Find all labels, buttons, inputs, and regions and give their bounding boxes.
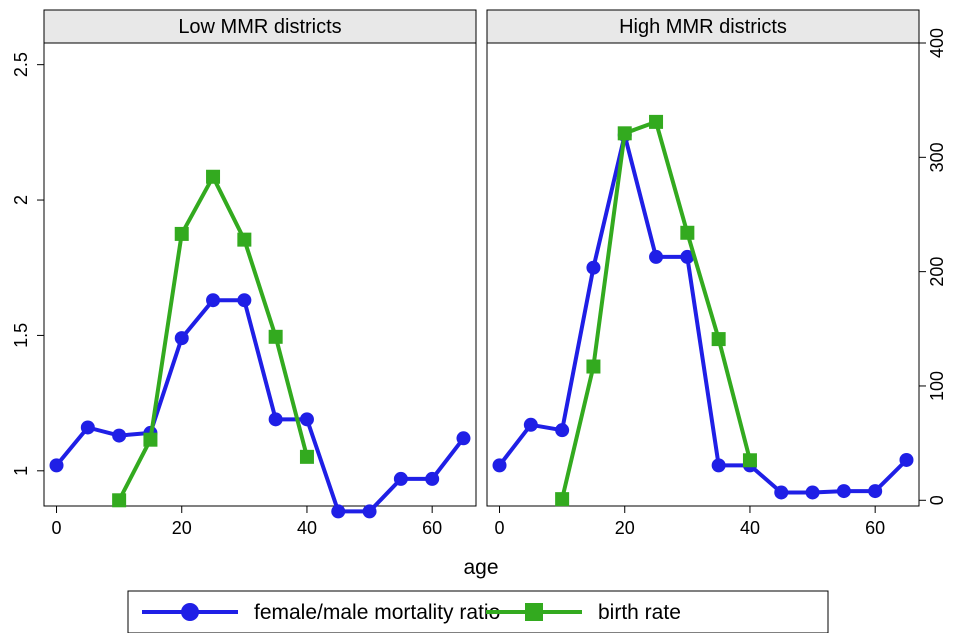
- series-mortality-ratio: [49, 293, 471, 519]
- data-point: [680, 249, 695, 264]
- left-y-tick-label: 2.5: [11, 52, 31, 77]
- left-y-tick-label: 1: [11, 466, 31, 476]
- data-point: [586, 260, 601, 275]
- panel-strip: [486, 9, 920, 44]
- left-y-tick-label: 2: [11, 195, 31, 205]
- legend-marker: [181, 603, 199, 621]
- x-tick-label: 0: [495, 518, 505, 538]
- data-point: [899, 452, 914, 467]
- data-point: [523, 417, 538, 432]
- panel-2: High MMR districts 0 20 40 60: [486, 9, 920, 538]
- x-tick-label: 0: [52, 518, 62, 538]
- data-point: [805, 485, 820, 500]
- x-tick-label: 60: [422, 518, 442, 538]
- data-point: [774, 485, 789, 500]
- panel-strip: [43, 9, 477, 44]
- left-y-tick-label: 1.5: [11, 323, 31, 348]
- x-tick-label: 40: [297, 518, 317, 538]
- data-point: [299, 412, 314, 427]
- data-point: [268, 329, 283, 344]
- right-y-tick-label: 300: [927, 142, 947, 172]
- plot-area: [43, 42, 477, 507]
- right-y-tick-label: 400: [927, 28, 947, 58]
- data-point: [555, 423, 570, 438]
- data-point: [456, 431, 471, 446]
- data-point: [112, 493, 127, 508]
- data-point: [836, 484, 851, 499]
- data-point: [143, 432, 158, 447]
- data-point: [112, 428, 127, 443]
- legend-marker: [525, 603, 543, 621]
- data-point: [80, 420, 95, 435]
- legend-entry: birth rate: [486, 601, 681, 624]
- panel-title: Low MMR districts: [178, 16, 341, 38]
- legend-label: female/male mortality ratio: [254, 601, 500, 624]
- data-point: [299, 449, 314, 464]
- legend: female/male mortality ratio birth rate: [127, 590, 829, 633]
- data-point: [649, 114, 664, 129]
- data-point: [649, 249, 664, 264]
- data-point: [425, 471, 440, 486]
- data-point: [680, 225, 695, 240]
- legend-entry: female/male mortality ratio: [142, 601, 500, 624]
- series-birth-rate: [555, 114, 757, 507]
- data-point: [174, 226, 189, 241]
- data-point: [268, 412, 283, 427]
- data-point: [49, 458, 64, 473]
- data-point: [237, 232, 252, 247]
- data-point: [362, 504, 377, 519]
- plot-area: [486, 42, 920, 507]
- data-point: [868, 484, 883, 499]
- x-tick-label: 40: [740, 518, 760, 538]
- x-tick-label: 20: [615, 518, 635, 538]
- x-axis-title: age: [463, 556, 498, 579]
- data-point: [617, 126, 632, 141]
- x-tick-label: 60: [865, 518, 885, 538]
- data-point: [555, 492, 570, 507]
- data-point: [206, 169, 221, 184]
- right-y-tick-label: 0: [927, 495, 947, 505]
- data-point: [237, 293, 252, 308]
- data-point: [711, 458, 726, 473]
- right-y-tick-label: 100: [927, 371, 947, 401]
- x-tick-label: 20: [172, 518, 192, 538]
- legend-box: [127, 590, 829, 633]
- data-point: [742, 453, 757, 468]
- data-point: [206, 293, 221, 308]
- data-point: [174, 331, 189, 346]
- data-point: [711, 332, 726, 347]
- data-point: [393, 471, 408, 486]
- panel-title: High MMR districts: [619, 16, 787, 38]
- legend-label: birth rate: [598, 601, 681, 624]
- series-birth-rate: [112, 169, 314, 508]
- data-point: [331, 504, 346, 519]
- panel-1: Low MMR districts 0 20 40 60: [43, 9, 477, 538]
- right-y-tick-label: 200: [927, 257, 947, 287]
- data-point: [586, 359, 601, 374]
- data-point: [492, 458, 507, 473]
